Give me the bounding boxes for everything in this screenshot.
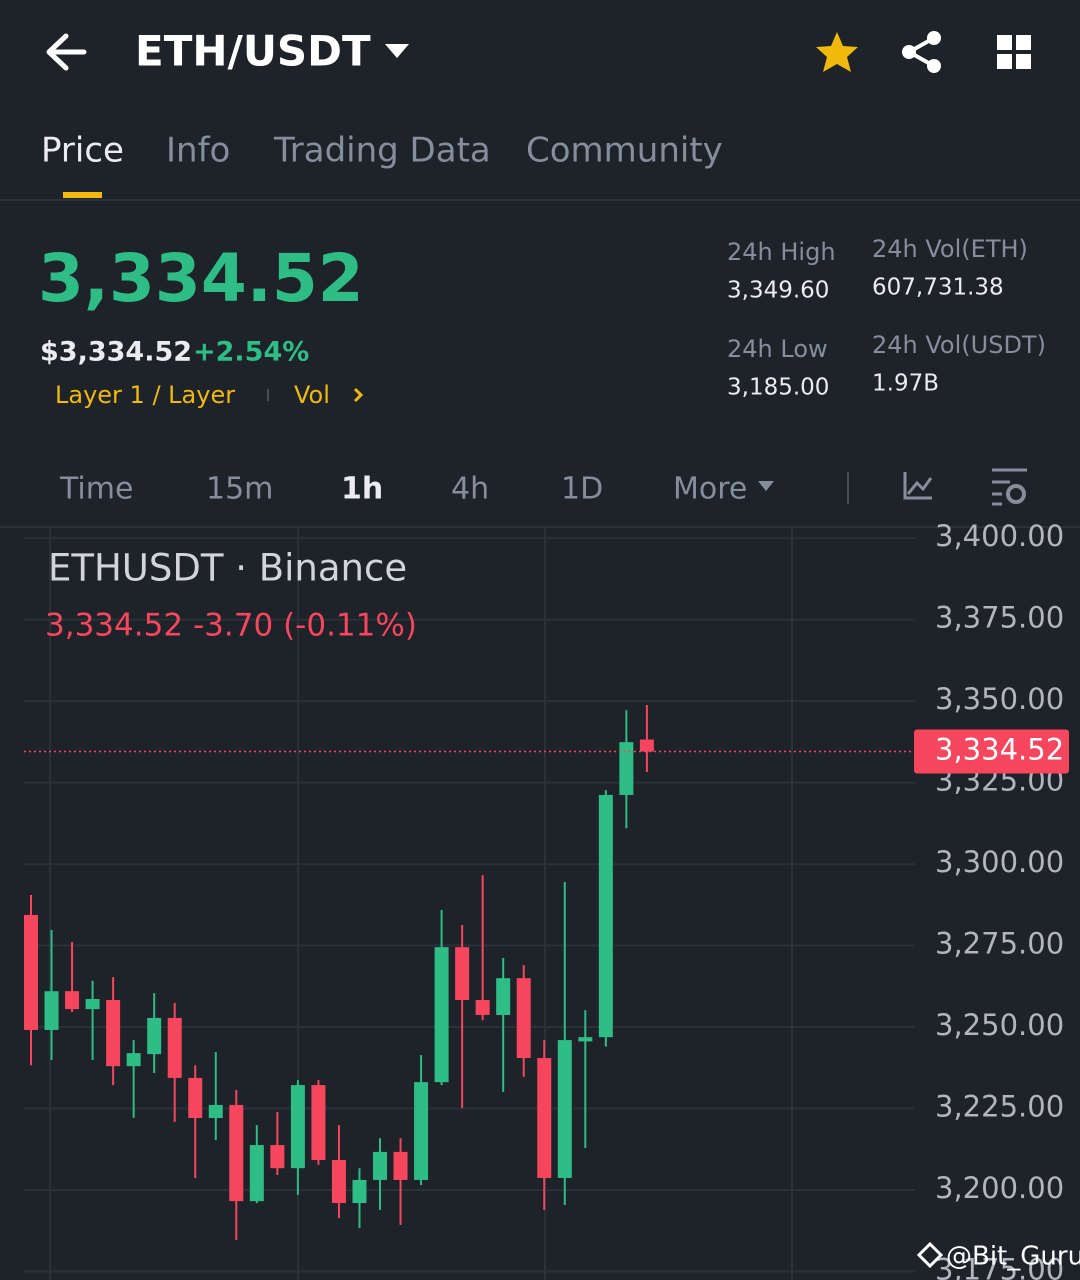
- watermark-logo: [916, 1241, 944, 1269]
- vol-chevron: [353, 387, 364, 403]
- grid-cell: [997, 54, 1012, 69]
- chart-title: ETHUSDT · Binance: [48, 547, 407, 590]
- stat-value: 1.97B: [872, 371, 939, 397]
- interval[interactable]: 15m: [206, 472, 273, 507]
- candle-body: [578, 1037, 593, 1042]
- y-tick-label: 3,300.00: [935, 845, 1064, 879]
- candle-body: [516, 978, 531, 1059]
- interval-active[interactable]: 1h: [341, 472, 383, 507]
- stat-label: 24h High: [727, 238, 836, 266]
- y-tick-label: 3,350.00: [935, 682, 1064, 716]
- candle-body: [167, 1017, 182, 1078]
- settings-lines: [992, 468, 1027, 506]
- last-price-label: 3,334.52: [935, 733, 1064, 767]
- candle-body: [126, 1053, 141, 1067]
- price-change: +2.54%: [193, 337, 309, 368]
- grid-cell: [997, 35, 1012, 50]
- candle-body: [85, 999, 100, 1010]
- pair-dropdown[interactable]: [385, 44, 409, 58]
- stat-label: 24h Vol(ETH): [872, 235, 1028, 263]
- share-lines: [904, 36, 935, 68]
- candles: [24, 704, 654, 1240]
- category-tag[interactable]: Layer 1 / Layer: [55, 381, 235, 409]
- stat-value: 3,349.60: [727, 278, 829, 304]
- y-tick-label: 3,250.00: [935, 1008, 1064, 1042]
- chart-change: -3.70 (-0.11%): [193, 608, 417, 644]
- candle-body: [249, 1145, 264, 1202]
- y-tick-label: 3,225.00: [935, 1090, 1064, 1124]
- settings-gear: [1006, 484, 1026, 504]
- watermark: @Bit_Guru: [946, 1242, 1080, 1272]
- tab-active[interactable]: Price: [41, 131, 124, 171]
- interval[interactable]: 1D: [561, 472, 603, 507]
- candle-body: [393, 1151, 408, 1180]
- y-tick-label: 3,275.00: [935, 927, 1064, 961]
- y-tick-label: 3,200.00: [935, 1171, 1064, 1205]
- candle-body: [24, 914, 38, 1030]
- vol-link[interactable]: Vol: [294, 381, 330, 409]
- last-price: 3,334.52: [38, 240, 364, 317]
- interval[interactable]: More: [673, 472, 747, 507]
- candle-body: [44, 991, 59, 1030]
- grid-cell: [1016, 54, 1031, 69]
- price-grid: 3,400.003,375.003,350.003,325.003,300.00…: [24, 519, 1064, 1280]
- favorite-star[interactable]: [816, 32, 858, 72]
- overlay: 3,334.52: [24, 729, 1069, 774]
- settings-icon[interactable]: [992, 468, 1027, 506]
- candle-body: [496, 978, 511, 1015]
- menu-grid[interactable]: [997, 35, 1031, 69]
- candle-body: [414, 1082, 429, 1180]
- chart-last-price: 3,334.52: [45, 608, 183, 644]
- y-tick-label: 3,375.00: [935, 601, 1064, 635]
- candle-body: [537, 1058, 552, 1178]
- more-caret: [758, 481, 774, 491]
- usd-price: $3,334.52: [40, 337, 192, 368]
- candle-body: [270, 1145, 285, 1169]
- last-price-tag: [914, 729, 1069, 774]
- candle-body: [147, 1017, 162, 1055]
- candle-body: [475, 999, 490, 1015]
- y-tick-label: 3,400.00: [935, 519, 1064, 553]
- candle-body: [619, 742, 634, 795]
- candle-body: [65, 991, 80, 1010]
- tab-indicator: [63, 192, 102, 198]
- watermark-group: @Bit_Guru: [916, 1241, 1080, 1272]
- candle-body: [311, 1085, 326, 1161]
- share-button[interactable]: [902, 31, 941, 73]
- candle-body: [639, 739, 654, 752]
- interval[interactable]: 4h: [451, 472, 489, 507]
- back-button[interactable]: [46, 33, 87, 71]
- stat-label: 24h Low: [727, 335, 828, 363]
- candle-body: [557, 1040, 572, 1178]
- candle-body: [373, 1151, 388, 1180]
- tab[interactable]: Trading Data: [273, 131, 491, 171]
- candle-body: [229, 1104, 244, 1202]
- candle-body: [188, 1077, 203, 1118]
- y-tick-label: 3,175.00: [935, 1253, 1064, 1280]
- grid-cell: [1016, 35, 1031, 50]
- tab[interactable]: Info: [166, 131, 230, 171]
- back-arrow: [46, 33, 87, 71]
- tab[interactable]: Community: [526, 131, 723, 171]
- candle-body: [331, 1160, 346, 1204]
- stat-label: 24h Vol(USDT): [872, 331, 1046, 359]
- candle-body: [290, 1085, 305, 1169]
- indicator-icon[interactable]: [903, 472, 933, 500]
- candle-body: [434, 947, 449, 1083]
- candle-body: [106, 999, 121, 1067]
- pair-title[interactable]: ETH/USDT: [135, 27, 371, 76]
- stat-value: 3,185.00: [727, 375, 829, 401]
- candle-body: [598, 794, 613, 1038]
- candle-body: [352, 1179, 367, 1204]
- candle-body: [208, 1104, 223, 1118]
- candle-body: [455, 947, 470, 1000]
- interval[interactable]: Time: [59, 472, 133, 507]
- stat-value: 607,731.38: [872, 275, 1004, 301]
